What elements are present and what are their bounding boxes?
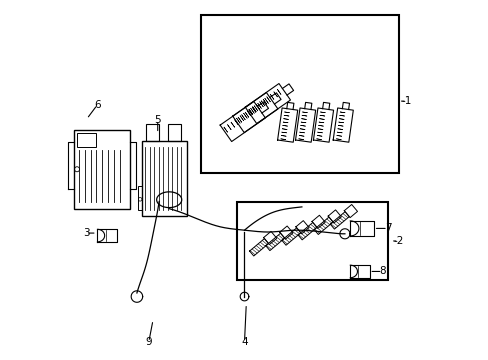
Text: 6: 6 xyxy=(94,100,101,110)
Bar xyxy=(237,202,387,280)
Bar xyxy=(137,186,142,210)
Bar xyxy=(201,15,398,173)
Bar xyxy=(145,124,159,140)
Text: -2: -2 xyxy=(393,236,403,246)
Text: 4: 4 xyxy=(241,337,247,347)
Text: 7: 7 xyxy=(384,224,390,233)
Bar xyxy=(74,130,129,209)
Text: 8: 8 xyxy=(379,266,385,276)
Bar xyxy=(168,124,181,140)
Text: 9: 9 xyxy=(145,337,152,347)
Text: 5: 5 xyxy=(154,115,161,125)
Bar xyxy=(77,133,96,147)
Bar xyxy=(142,140,187,216)
Text: -1: -1 xyxy=(401,96,411,106)
Text: 3: 3 xyxy=(82,228,89,238)
